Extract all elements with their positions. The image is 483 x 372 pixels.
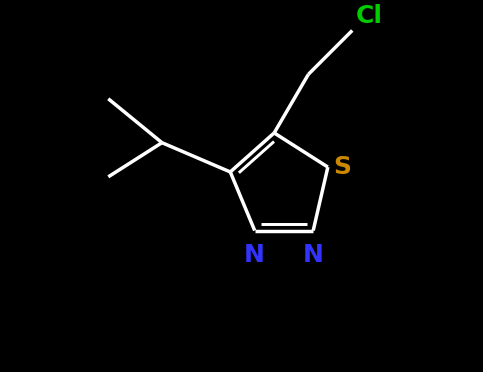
Text: N: N: [244, 243, 265, 267]
Text: Cl: Cl: [356, 4, 383, 28]
Text: N: N: [303, 243, 324, 267]
Text: S: S: [334, 155, 352, 179]
